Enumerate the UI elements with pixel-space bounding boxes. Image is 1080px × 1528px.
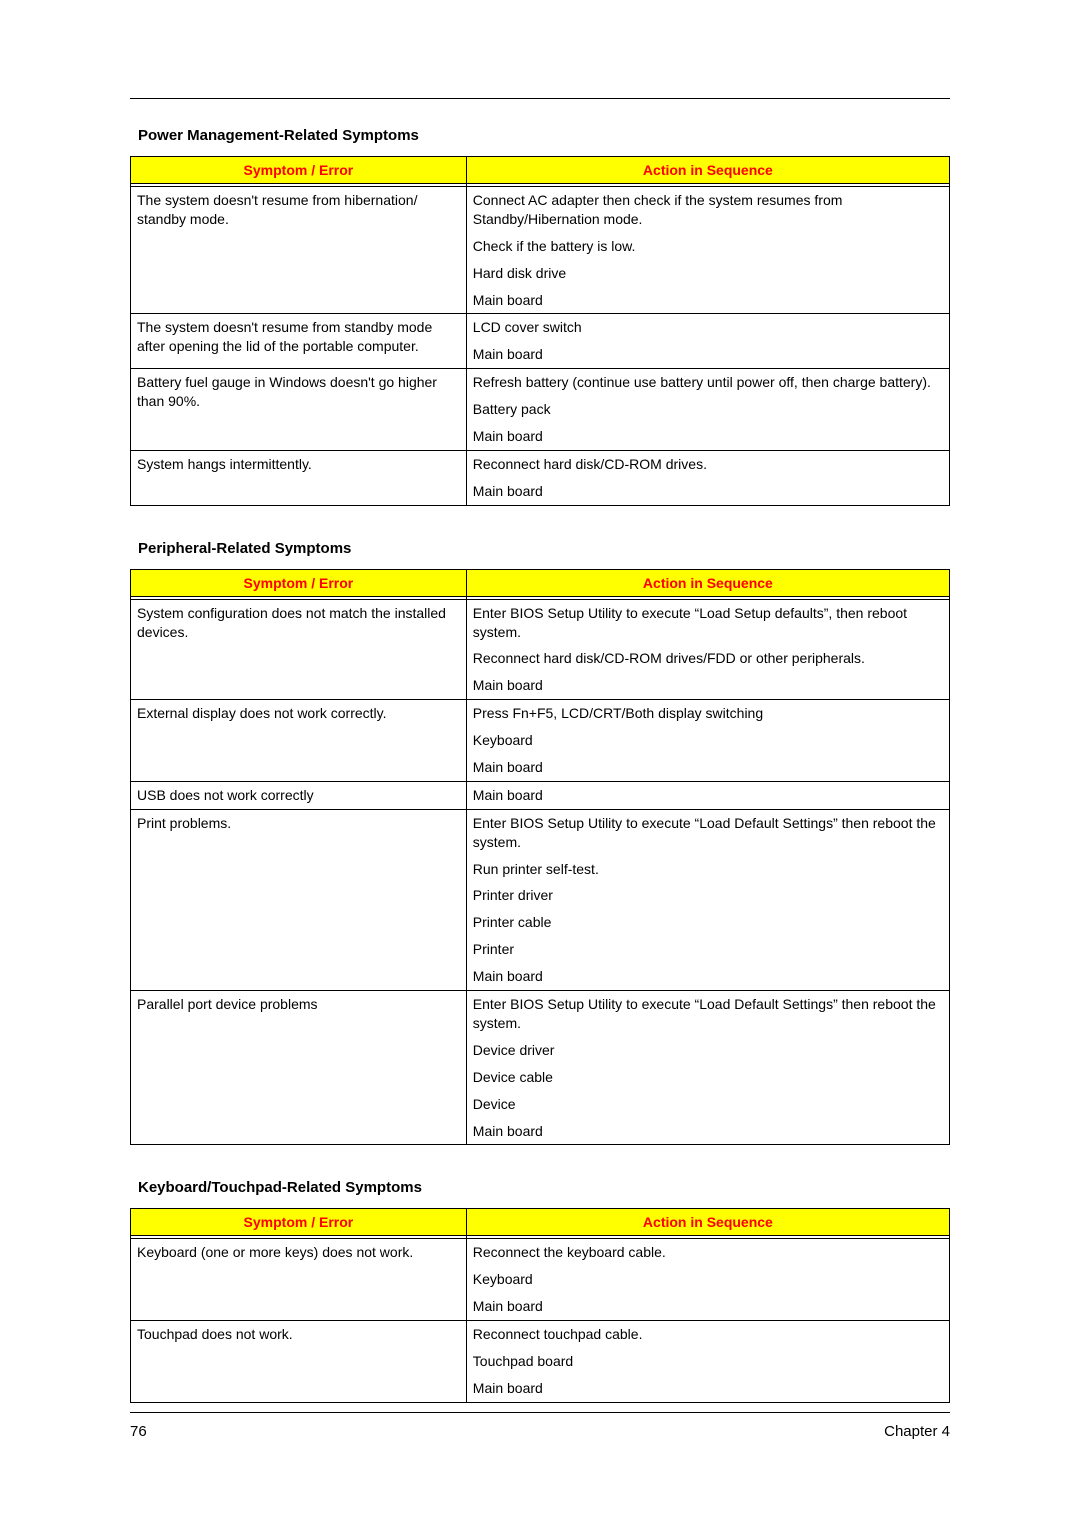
action-cell: Main board bbox=[466, 963, 949, 990]
symptom-cell: The system doesn't resume from hibernati… bbox=[131, 187, 467, 314]
table-row: The system doesn't resume from hibernati… bbox=[131, 187, 950, 233]
action-cell: Printer driver bbox=[466, 882, 949, 909]
col-header-symptom: Symptom / Error bbox=[131, 157, 467, 184]
action-cell: Refresh battery (continue use battery un… bbox=[466, 369, 949, 396]
action-cell: Printer bbox=[466, 936, 949, 963]
action-cell: Touchpad board bbox=[466, 1348, 949, 1375]
section-title: Peripheral-Related Symptoms bbox=[138, 540, 950, 557]
section-block: Power Management-Related Symptoms Symptom… bbox=[130, 127, 950, 506]
table-row: USB does not work correctlyMain board bbox=[131, 781, 950, 809]
symptom-cell: USB does not work correctly bbox=[131, 781, 467, 809]
action-cell: Enter BIOS Setup Utility to execute “Loa… bbox=[466, 991, 949, 1037]
action-cell: Main board bbox=[466, 423, 949, 450]
action-cell: Printer cable bbox=[466, 909, 949, 936]
symptom-cell: System configuration does not match the … bbox=[131, 599, 467, 700]
action-cell: Reconnect hard disk/CD-ROM drives. bbox=[466, 450, 949, 477]
action-cell: Connect AC adapter then check if the sys… bbox=[466, 187, 949, 233]
symptom-table: Symptom / ErrorAction in Sequence System … bbox=[130, 569, 950, 1146]
action-cell: Reconnect hard disk/CD-ROM drives/FDD or… bbox=[466, 645, 949, 672]
action-cell: Main board bbox=[466, 754, 949, 781]
table-row: System configuration does not match the … bbox=[131, 599, 950, 645]
top-rule bbox=[130, 98, 950, 99]
action-cell: Device cable bbox=[466, 1064, 949, 1091]
table-row: Battery fuel gauge in Windows doesn't go… bbox=[131, 369, 950, 396]
action-cell: Main board bbox=[466, 287, 949, 314]
section-title: Power Management-Related Symptoms bbox=[138, 127, 950, 144]
table-row: The system doesn't resume from standby m… bbox=[131, 314, 950, 341]
action-cell: Device driver bbox=[466, 1037, 949, 1064]
action-cell: Keyboard bbox=[466, 1266, 949, 1293]
action-cell: Main board bbox=[466, 1118, 949, 1145]
symptom-cell: Parallel port device problems bbox=[131, 991, 467, 1145]
action-cell: Main board bbox=[466, 1293, 949, 1320]
content-area: Power Management-Related Symptoms Symptom… bbox=[130, 127, 950, 1403]
page-footer: 76 Chapter 4 bbox=[130, 1412, 950, 1440]
symptom-cell: Print problems. bbox=[131, 809, 467, 990]
symptom-cell: The system doesn't resume from standby m… bbox=[131, 314, 467, 369]
table-row: Parallel port device problemsEnter BIOS … bbox=[131, 991, 950, 1037]
action-cell: LCD cover switch bbox=[466, 314, 949, 341]
table-row: Keyboard (one or more keys) does not wor… bbox=[131, 1239, 950, 1266]
table-row: System hangs intermittently.Reconnect ha… bbox=[131, 450, 950, 477]
action-cell: Run printer self-test. bbox=[466, 856, 949, 883]
action-cell: Keyboard bbox=[466, 727, 949, 754]
action-cell: Main board bbox=[466, 341, 949, 368]
col-header-symptom: Symptom / Error bbox=[131, 1209, 467, 1236]
action-cell: Enter BIOS Setup Utility to execute “Loa… bbox=[466, 809, 949, 855]
col-header-action: Action in Sequence bbox=[466, 157, 949, 184]
action-cell: Check if the battery is low. bbox=[466, 233, 949, 260]
action-cell: Press Fn+F5, LCD/CRT/Both display switch… bbox=[466, 700, 949, 727]
action-cell: Enter BIOS Setup Utility to execute “Loa… bbox=[466, 599, 949, 645]
section-block: Keyboard/Touchpad-Related Symptoms Sympto… bbox=[130, 1179, 950, 1402]
symptom-cell: Keyboard (one or more keys) does not wor… bbox=[131, 1239, 467, 1321]
section-title: Keyboard/Touchpad-Related Symptoms bbox=[138, 1179, 950, 1196]
action-cell: Device bbox=[466, 1091, 949, 1118]
section-block: Peripheral-Related Symptoms Symptom / Err… bbox=[130, 540, 950, 1146]
action-cell: Reconnect touchpad cable. bbox=[466, 1321, 949, 1348]
col-header-symptom: Symptom / Error bbox=[131, 569, 467, 596]
symptom-cell: System hangs intermittently. bbox=[131, 450, 467, 505]
action-cell: Main board bbox=[466, 672, 949, 699]
chapter-label: Chapter 4 bbox=[884, 1423, 950, 1440]
col-header-action: Action in Sequence bbox=[466, 569, 949, 596]
symptom-table: Symptom / ErrorAction in Sequence The sys… bbox=[130, 156, 950, 506]
table-row: Print problems.Enter BIOS Setup Utility … bbox=[131, 809, 950, 855]
action-cell: Battery pack bbox=[466, 396, 949, 423]
page: Power Management-Related Symptoms Symptom… bbox=[0, 0, 1080, 1528]
table-row: External display does not work correctly… bbox=[131, 700, 950, 727]
action-cell: Hard disk drive bbox=[466, 260, 949, 287]
action-cell: Main board bbox=[466, 478, 949, 505]
col-header-action: Action in Sequence bbox=[466, 1209, 949, 1236]
symptom-cell: Battery fuel gauge in Windows doesn't go… bbox=[131, 369, 467, 451]
symptom-cell: External display does not work correctly… bbox=[131, 700, 467, 782]
action-cell: Main board bbox=[466, 1375, 949, 1402]
page-number: 76 bbox=[130, 1423, 147, 1440]
action-cell: Reconnect the keyboard cable. bbox=[466, 1239, 949, 1266]
symptom-table: Symptom / ErrorAction in Sequence Keyboar… bbox=[130, 1208, 950, 1402]
symptom-cell: Touchpad does not work. bbox=[131, 1321, 467, 1403]
action-cell: Main board bbox=[466, 781, 949, 809]
table-row: Touchpad does not work.Reconnect touchpa… bbox=[131, 1321, 950, 1348]
